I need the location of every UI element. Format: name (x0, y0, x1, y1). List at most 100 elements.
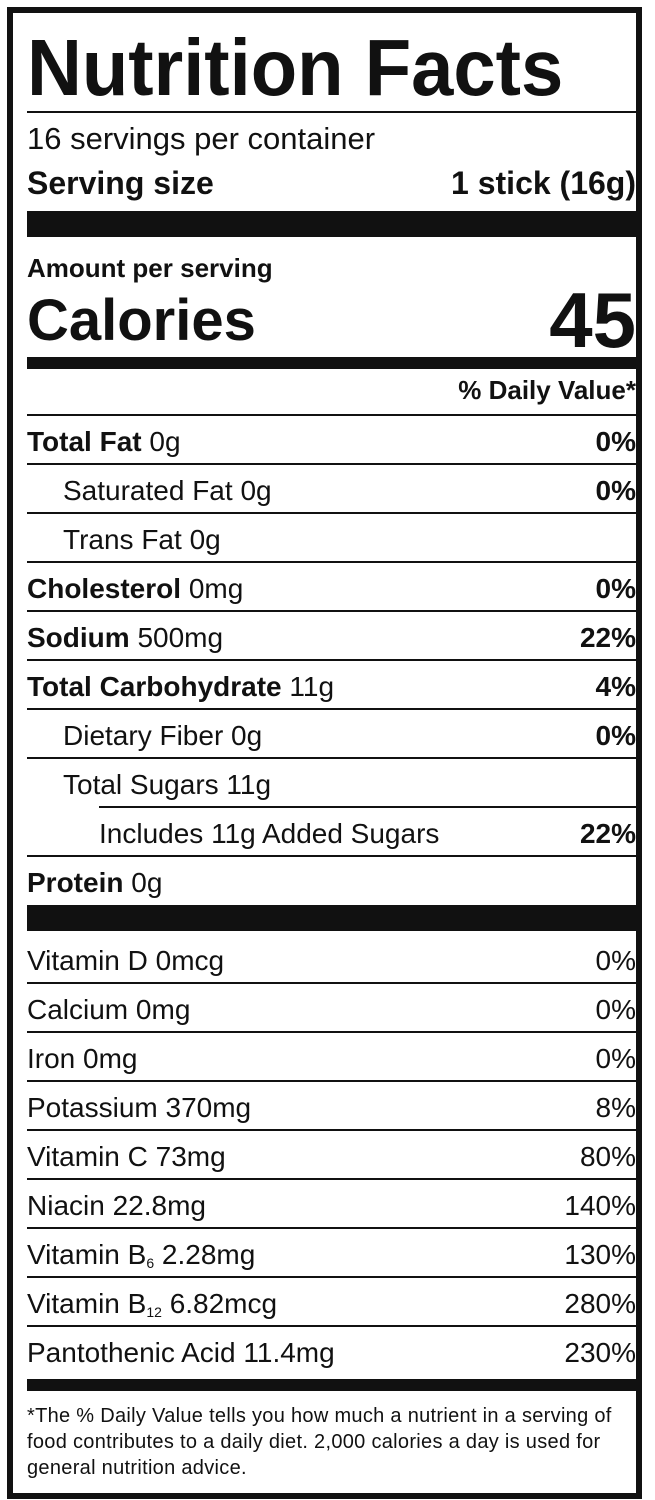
vitamin-daily-value: 80% (579, 1141, 636, 1172)
footnote: *The % Daily Value tells you how much a … (27, 1405, 612, 1479)
thick-rule-vitamins (27, 905, 636, 931)
vitamin-name: Pantothenic Acid (27, 1337, 236, 1368)
title-rule (27, 111, 636, 113)
nutrient-row: Includes 11g Added Sugars 22% (27, 808, 636, 856)
vitamin-row: Iron 0mg 0% (27, 1033, 636, 1081)
vitamin-name: Iron (27, 1043, 76, 1074)
vitamin-subscript: 6 (146, 1255, 155, 1271)
vitamin-name: Niacin (27, 1190, 105, 1221)
vitamin-amount: 0mg (83, 1043, 138, 1074)
vitamin-label: Vitamin B6 2.28mg (27, 1239, 255, 1271)
nutrient-amount: 11g (289, 671, 335, 702)
nutrient-amount: 0g (149, 426, 181, 457)
nutrient-row: Total Sugars 11g (27, 759, 636, 807)
row-divider (27, 1031, 636, 1033)
vitamin-amount: 73mg (155, 1141, 226, 1172)
vitamin-daily-value: 140% (564, 1190, 636, 1221)
nutrient-label: Sodium 500mg (27, 622, 223, 654)
nutrient-name: Protein (27, 867, 124, 898)
nutrient-row: Saturated Fat 0g 0% (27, 465, 636, 513)
vitamin-label: Niacin 22.8mg (27, 1190, 206, 1222)
nutrient-row: Dietary Fiber 0g 0% (27, 710, 636, 758)
row-divider (27, 610, 636, 612)
vitamin-name: Calcium (27, 994, 129, 1025)
nutrient-amount: 0g (131, 867, 163, 898)
nutrient-amount: 11g (226, 769, 272, 800)
nutrient-daily-value: 0% (595, 573, 636, 604)
vitamin-row: Vitamin D 0mcg 0% (27, 935, 636, 983)
vitamin-row: Calcium 0mg 0% (27, 984, 636, 1032)
nutrient-row: Cholesterol 0mg 0% (27, 563, 636, 611)
vitamin-amount: 0mg (135, 994, 191, 1025)
row-divider (27, 1178, 636, 1180)
nutrient-amount: 0g (189, 524, 221, 555)
vitamin-row: Vitamin C 73mg 80% (27, 1131, 636, 1179)
nutrient-amount: 500mg (137, 622, 224, 653)
vitamin-amount: 6.82mcg (169, 1288, 278, 1319)
vitamin-daily-value: 280% (564, 1288, 636, 1319)
row-divider (27, 1325, 636, 1327)
row-divider (27, 659, 636, 661)
vitamin-row: Pantothenic Acid 11.4mg 230% (27, 1327, 636, 1375)
nutrient-name: Dietary Fiber (63, 720, 224, 751)
nutrient-row: Total Fat 0g 0% (27, 416, 636, 464)
row-divider (27, 414, 636, 416)
vitamin-amount: 370mg (165, 1092, 252, 1123)
row-divider (27, 757, 636, 759)
calories-label: Calories (27, 288, 256, 353)
row-divider (27, 1227, 636, 1229)
vitamin-label: Vitamin C 73mg (27, 1141, 226, 1173)
row-divider (27, 463, 636, 465)
vitamin-name: Vitamin B (27, 1239, 147, 1270)
vitamin-row: Vitamin B12 6.82mcg 280% (27, 1278, 636, 1326)
nutrient-amount: 0mg (188, 573, 244, 604)
row-divider (27, 1129, 636, 1131)
nutrient-name: Trans Fat (63, 524, 182, 555)
vitamin-daily-value: 0% (595, 1043, 636, 1074)
nutrient-label: Cholesterol 0mg (27, 573, 243, 605)
vitamin-name: Potassium (27, 1092, 158, 1123)
vitamin-label: Vitamin D 0mcg (27, 945, 224, 977)
vitamin-amount: 11.4mg (243, 1337, 335, 1368)
footnote-rule (27, 1379, 636, 1391)
nutrient-name: Sodium (27, 622, 130, 653)
nutrient-label: Total Carbohydrate 11g (27, 671, 334, 703)
vitamin-row: Vitamin B6 2.28mg 130% (27, 1229, 636, 1277)
row-divider (27, 708, 636, 710)
nutrient-label: Protein 0g (27, 867, 162, 899)
row-divider (27, 1276, 636, 1278)
nutrient-name: Total Carbohydrate (27, 671, 282, 702)
nutrient-daily-value: 0% (595, 720, 636, 751)
nutrient-amount: 0g (240, 475, 272, 506)
serving-size-value: 1 stick (16g) (451, 165, 636, 201)
nutrient-daily-value: 22% (579, 818, 636, 849)
nutrient-daily-value: 4% (595, 671, 636, 702)
nutrient-row: Trans Fat 0g (27, 514, 636, 562)
label-title: Nutrition Facts (27, 23, 564, 112)
nutrient-name: Includes 11g Added Sugars (99, 818, 440, 849)
nutrient-label: Dietary Fiber 0g (63, 720, 262, 752)
nutrient-label: Saturated Fat 0g (63, 475, 272, 507)
vitamin-amount: 22.8mg (112, 1190, 206, 1221)
nutrient-label: Trans Fat 0g (63, 524, 221, 556)
vitamin-name: Vitamin B (27, 1288, 147, 1319)
vitamin-label: Pantothenic Acid 11.4mg (27, 1337, 335, 1369)
row-divider (27, 1080, 636, 1082)
nutrient-name: Total Sugars (63, 769, 219, 800)
nutrient-name: Saturated Fat (63, 475, 233, 506)
nutrient-row: Protein 0g (27, 857, 636, 905)
nutrient-label: Includes 11g Added Sugars (99, 818, 439, 850)
nutrient-name: Total Fat (27, 426, 142, 457)
nutrient-amount: 0g (231, 720, 263, 751)
amount-per-serving: Amount per serving (27, 253, 273, 283)
nutrient-name: Cholesterol (27, 573, 182, 604)
nutrient-label: Total Sugars 11g (63, 769, 271, 801)
vitamin-label: Iron 0mg (27, 1043, 138, 1075)
nutrient-daily-value: 22% (579, 622, 636, 653)
nutrient-daily-value: 0% (595, 475, 636, 506)
serving-size-label: Serving size (27, 165, 214, 201)
calories-rule (27, 357, 636, 369)
daily-value-header: % Daily Value* (458, 375, 636, 405)
thick-rule-serving (27, 211, 636, 237)
vitamin-name: Vitamin C (27, 1141, 148, 1172)
